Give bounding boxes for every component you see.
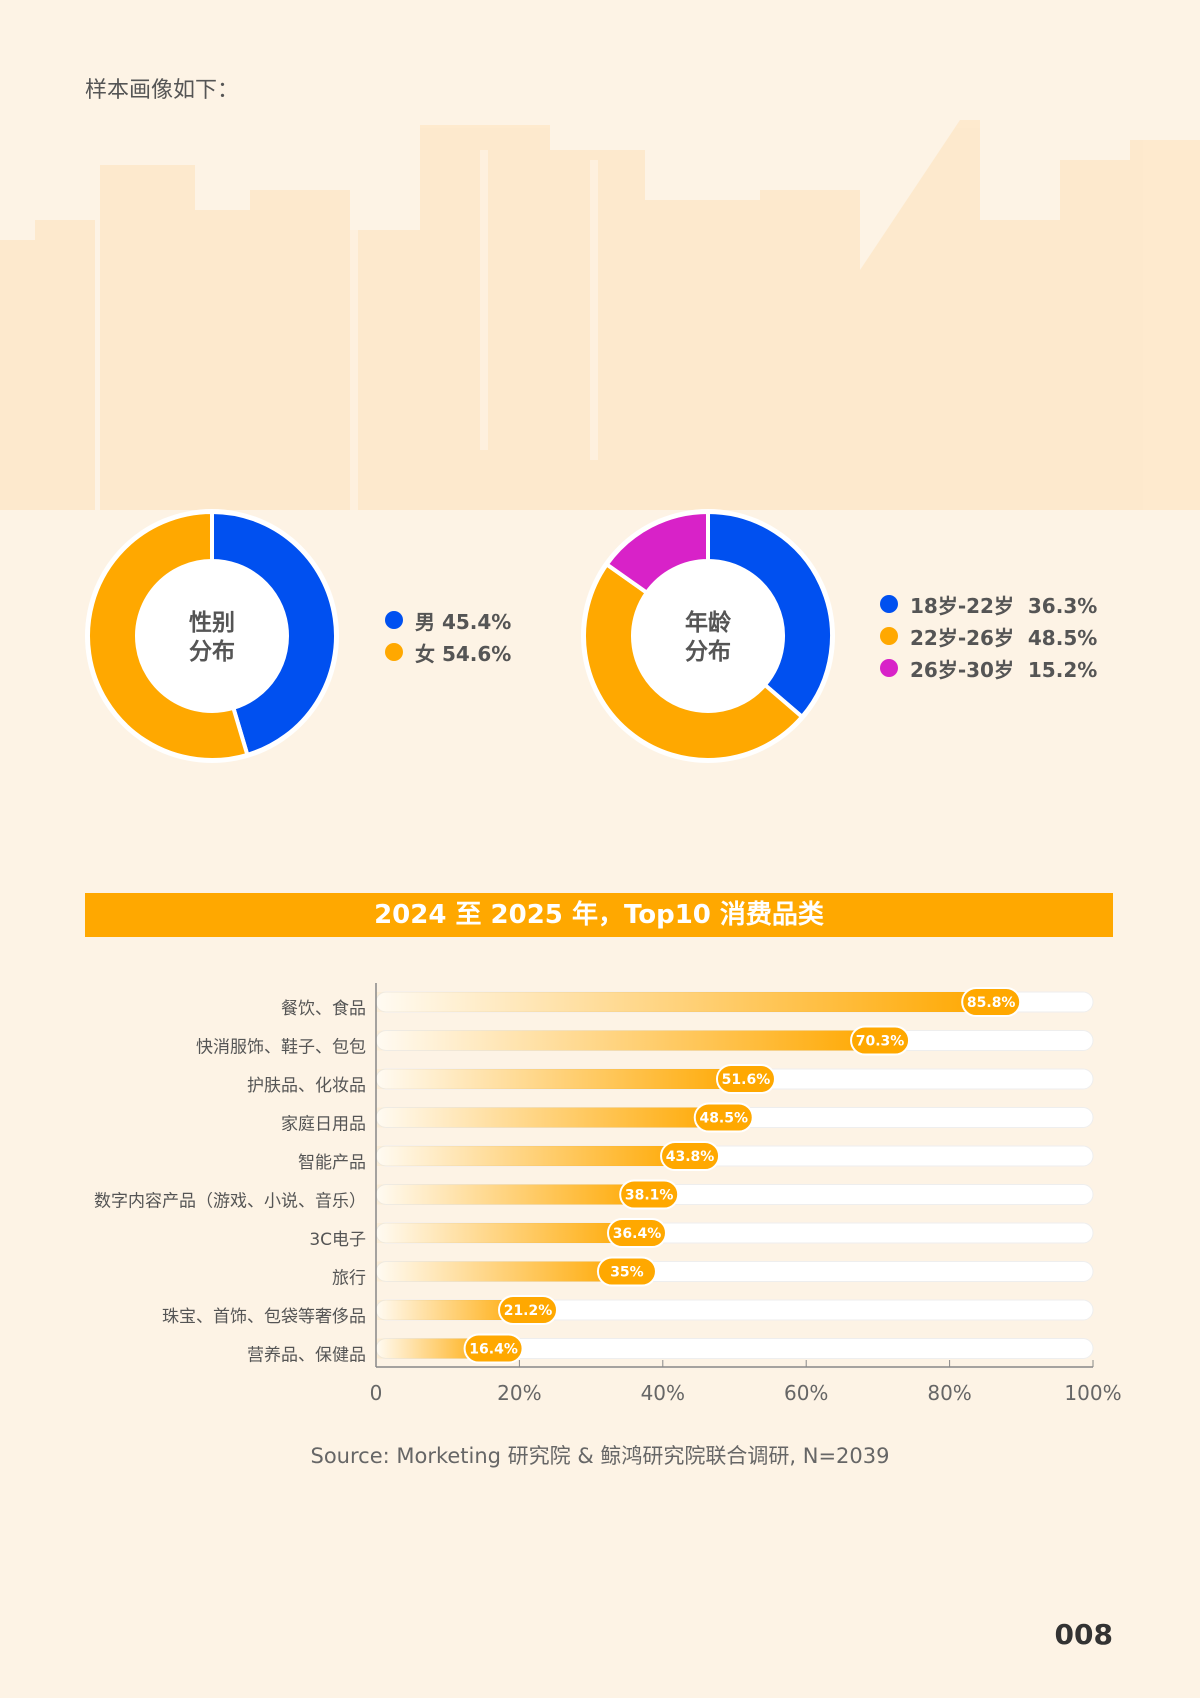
legend-dot-icon [385,643,403,661]
bar-value-pill [961,987,1022,1017]
bar-value-label: 35% [610,1265,644,1281]
bar-value-label: 43.8% [666,1149,715,1165]
category-label: 数字内容产品（游戏、小说、音乐） [94,1192,366,1212]
donut-center-label: 性别 [189,610,235,636]
page-number: 008 [1054,1618,1113,1651]
category-label: 旅行 [332,1269,366,1289]
gender-legend: 男 45.4% 女 54.6% [385,604,511,668]
donut-hole [137,561,287,711]
category-label: 餐饮、食品 [281,999,366,1019]
intro-text: 样本画像如下： [85,78,240,103]
bar-value-label: 21.2% [504,1303,553,1319]
x-tick-label: 20% [497,1381,541,1405]
bar-value-pill [463,1333,524,1364]
skyline-background [0,120,1200,510]
x-tick-label: 100% [1064,1381,1121,1405]
legend-label: 22岁-26岁 48.5% [910,625,1098,650]
legend-dot-icon [385,611,403,629]
legend-label: 26岁-30岁 15.2% [910,657,1098,682]
bar-value-pill [498,1295,559,1325]
legend-item: 22岁-26岁 48.5% [880,620,1097,652]
bar-5 [376,1184,650,1205]
x-tick-label: 80% [927,1381,971,1405]
legend-label: 女 54.6% [415,641,512,666]
bar-value-pill [850,1025,911,1056]
x-tick-label: 0 [370,1381,383,1405]
bar-value-label: 36.4% [613,1226,662,1242]
bar-value-label: 16.4% [469,1342,518,1358]
chart-title: 2024 至 2025 年，Top10 消费品类 [85,893,1113,937]
legend-item: 男 45.4% [385,604,511,636]
legend-dot-icon [880,595,898,613]
category-label: 珠宝、首饰、包袋等奢侈品 [162,1307,366,1327]
bar-value-pill [596,1256,657,1287]
category-label: 智能产品 [298,1153,366,1173]
bar-0 [376,992,992,1012]
donut-center-label: 分布 [189,638,235,665]
bar-value-pill [606,1218,667,1248]
x-tick-label: 60% [784,1381,828,1405]
bar-value-pill [619,1179,680,1210]
bar-value-pill [693,1102,754,1133]
bar-value-label: 51.6% [722,1072,771,1088]
legend-item: 18岁-22岁 36.3% [880,588,1097,620]
bar-value-label: 38.1% [625,1188,674,1204]
donut-center-label: 分布 [685,638,731,665]
bar-4 [376,1146,691,1166]
bar-value-label: 85.8% [967,995,1016,1011]
legend-dot-icon [880,627,898,645]
legend-label: 18岁-22岁 36.3% [910,593,1098,618]
bar-value-pill [715,1064,776,1094]
bar-1 [376,1030,881,1051]
legend-label: 男 45.4% [415,609,512,634]
bar-8 [376,1300,529,1320]
donut-center-label: 年龄 [685,609,732,636]
top10-bar-chart: 85.8% 餐饮、食品 70.3% 快消服饰、鞋子、包包 51.6% 护肤品、化妆品 48.… [94,983,1122,1405]
bar-7 [376,1261,627,1282]
bar-6 [376,1223,637,1243]
category-label: 营养品、保健品 [247,1346,366,1366]
category-label: 3C电子 [309,1230,366,1250]
category-label: 护肤品、化妆品 [247,1076,366,1096]
x-tick-label: 40% [641,1381,685,1405]
bar-value-label: 48.5% [699,1111,748,1127]
bar-value-label: 70.3% [856,1034,905,1050]
category-label: 快消服饰、鞋子、包包 [196,1038,366,1058]
bar-value-pill [660,1141,721,1171]
age-legend: 18岁-22岁 36.3% 22岁-26岁 48.5% 26岁-30岁 15.2% [880,588,1097,684]
category-label: 家庭日用品 [281,1115,366,1135]
donut-hole [633,561,783,711]
legend-item: 26岁-30岁 15.2% [880,652,1097,684]
bar-2 [376,1069,746,1089]
legend-dot-icon [880,659,898,677]
source-note: Source: Morketing 研究院 & 鲸鸿研究院联合调研, N=203… [310,1444,890,1468]
bar-9 [376,1338,494,1359]
bar-3 [376,1107,724,1128]
legend-item: 女 54.6% [385,636,511,668]
